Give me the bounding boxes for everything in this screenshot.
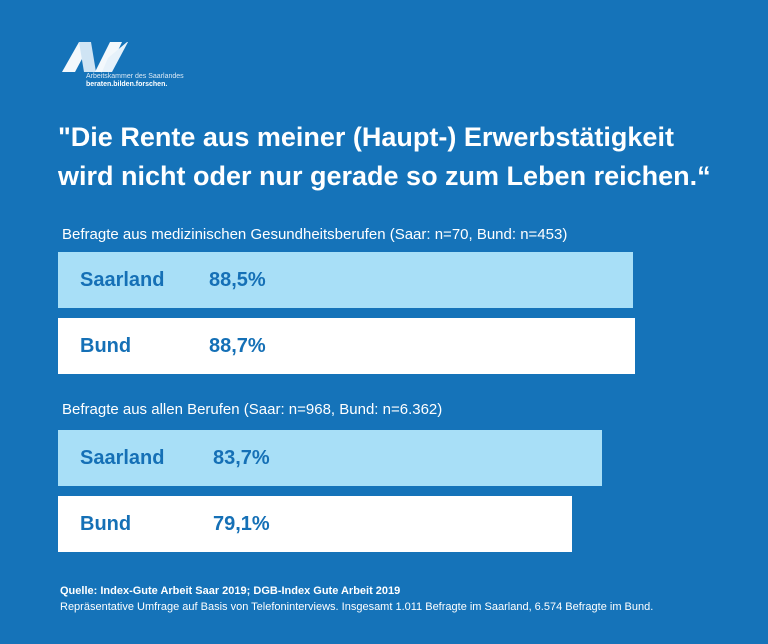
group-label-gesundheitsberufe: Befragte aus medizinischen Gesundheitsbe… [62, 226, 568, 243]
bar-value-alle-saarland: 83,7% [213, 447, 270, 469]
bar-gesundheit-bund: Bund 88,7% [58, 318, 635, 374]
bar-label-alle-bund: Bund [80, 513, 132, 535]
ak-logo-icon [62, 42, 128, 72]
bar-gesundheit-saarland: Saarland 88,5% [58, 252, 633, 308]
headline-line-1: "Die Rente aus meiner (Haupt-) Erwerbstä… [58, 122, 674, 152]
bar-alle-bund: Bund 79,1% [58, 496, 572, 552]
group-label-alle-berufe: Befragte aus allen Berufen (Saar: n=968,… [62, 401, 443, 418]
bar-alle-saarland: Saarland 83,7% [58, 430, 602, 486]
logo-subtitle: Arbeitskammer des Saarlandes [86, 73, 184, 80]
survey-note: Repräsentative Umfrage auf Basis von Tel… [60, 601, 654, 613]
headline-line-2: wird nicht oder nur gerade so zum Leben … [58, 161, 711, 191]
bar-label-gesundheit-saarland: Saarland [80, 269, 165, 291]
bar-value-alle-bund: 79,1% [213, 513, 270, 535]
bar-label-gesundheit-bund: Bund [80, 335, 132, 357]
logo: Arbeitskammer des Saarlandes beraten.bil… [60, 40, 190, 92]
bar-label-alle-saarland: Saarland [80, 447, 165, 469]
logo-tagline: beraten.bilden.forschen. [86, 81, 168, 88]
bar-value-gesundheit-saarland: 88,5% [209, 269, 266, 291]
headline: "Die Rente aus meiner (Haupt-) Erwerbstä… [58, 118, 758, 196]
bar-value-gesundheit-bund: 88,7% [209, 335, 266, 357]
source-note: Quelle: Index-Gute Arbeit Saar 2019; DGB… [60, 585, 401, 597]
